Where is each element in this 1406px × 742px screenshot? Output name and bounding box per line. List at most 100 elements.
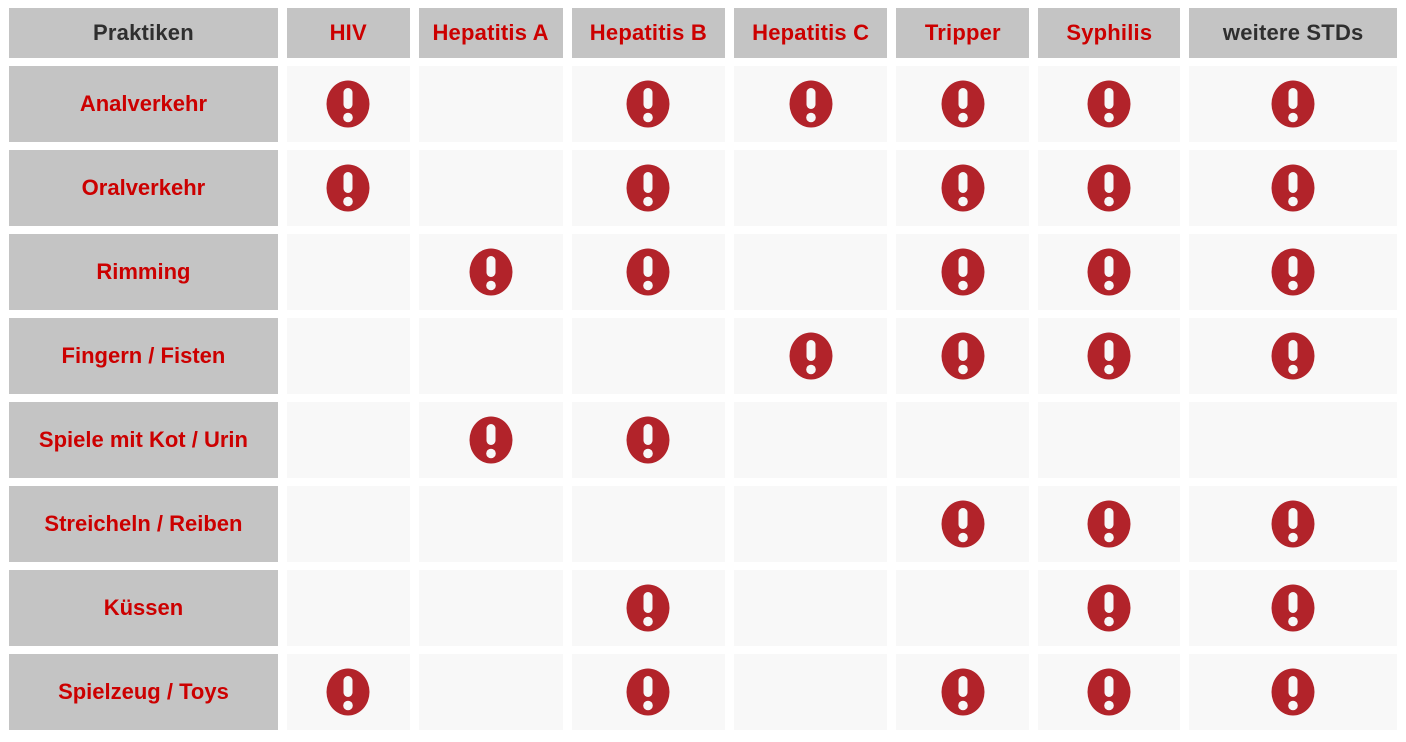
risk-cell — [734, 402, 888, 478]
table-row: Analverkehr — [9, 66, 1397, 142]
risk-cell — [1038, 570, 1181, 646]
risk-cell — [286, 402, 410, 478]
risk-cell — [896, 570, 1030, 646]
risk-cell — [418, 66, 563, 142]
risk-cell — [571, 66, 726, 142]
risk-cell — [1038, 150, 1181, 226]
risk-cell — [896, 66, 1030, 142]
table-row: Spielzeug / Toys — [9, 654, 1397, 730]
warning-exclamation-icon — [326, 80, 370, 128]
warning-exclamation-icon — [789, 332, 833, 380]
risk-cell — [1189, 486, 1397, 562]
risk-cell — [286, 654, 410, 730]
column-header-hiv: HIV — [286, 8, 410, 58]
row-label-spielzeug-toys: Spielzeug / Toys — [9, 654, 278, 730]
warning-exclamation-icon — [626, 80, 670, 128]
risk-cell — [571, 150, 726, 226]
risk-cell — [286, 486, 410, 562]
risk-cell — [1038, 654, 1181, 730]
risk-cell — [1038, 234, 1181, 310]
warning-exclamation-icon — [469, 416, 513, 464]
risk-cell — [571, 654, 726, 730]
warning-exclamation-icon — [1087, 332, 1131, 380]
risk-cell — [1189, 654, 1397, 730]
risk-cell — [418, 318, 563, 394]
warning-exclamation-icon — [941, 332, 985, 380]
table-row: Küssen — [9, 570, 1397, 646]
row-label-oralverkehr: Oralverkehr — [9, 150, 278, 226]
risk-cell — [418, 570, 563, 646]
warning-exclamation-icon — [1271, 332, 1315, 380]
risk-cell — [1189, 66, 1397, 142]
risk-cell — [734, 66, 888, 142]
risk-cell — [1038, 486, 1181, 562]
column-header-syphilis: Syphilis — [1038, 8, 1181, 58]
risk-cell — [896, 318, 1030, 394]
risk-cell — [734, 234, 888, 310]
table-row: Rimming — [9, 234, 1397, 310]
table-header: Praktiken HIV Hepatitis A Hepatitis B Hepati… — [9, 8, 1397, 58]
risk-cell — [418, 150, 563, 226]
warning-exclamation-icon — [626, 668, 670, 716]
row-label-rimming: Rimming — [9, 234, 278, 310]
risk-cell — [1189, 570, 1397, 646]
row-label-streicheln-reiben: Streicheln / Reiben — [9, 486, 278, 562]
header-row: Praktiken HIV Hepatitis A Hepatitis B Hepati… — [9, 8, 1397, 58]
table-row: Fingern / Fisten — [9, 318, 1397, 394]
warning-exclamation-icon — [469, 248, 513, 296]
risk-cell — [571, 486, 726, 562]
risk-cell — [1038, 402, 1181, 478]
warning-exclamation-icon — [626, 248, 670, 296]
risk-cell — [571, 570, 726, 646]
table-body: Analverkehr Oralverkehr Rimming Fingern / F… — [9, 66, 1397, 730]
row-label-fingern-fisten: Fingern / Fisten — [9, 318, 278, 394]
risk-cell — [286, 234, 410, 310]
warning-exclamation-icon — [941, 668, 985, 716]
column-header-hepatitis-b: Hepatitis B — [571, 8, 726, 58]
risk-cell — [571, 318, 726, 394]
risk-cell — [896, 402, 1030, 478]
risk-cell — [734, 150, 888, 226]
risk-cell — [286, 570, 410, 646]
warning-exclamation-icon — [1087, 668, 1131, 716]
warning-exclamation-icon — [326, 164, 370, 212]
warning-exclamation-icon — [941, 248, 985, 296]
risk-cell — [286, 318, 410, 394]
risk-cell — [418, 654, 563, 730]
warning-exclamation-icon — [626, 584, 670, 632]
column-header-praktiken: Praktiken — [9, 8, 278, 58]
risk-cell — [571, 402, 726, 478]
column-header-tripper: Tripper — [896, 8, 1030, 58]
risk-cell — [734, 570, 888, 646]
warning-exclamation-icon — [1271, 668, 1315, 716]
warning-exclamation-icon — [1271, 584, 1315, 632]
warning-exclamation-icon — [326, 668, 370, 716]
risk-cell — [896, 150, 1030, 226]
risk-cell — [896, 654, 1030, 730]
warning-exclamation-icon — [626, 416, 670, 464]
table-row: Spiele mit Kot / Urin — [9, 402, 1397, 478]
warning-exclamation-icon — [941, 164, 985, 212]
warning-exclamation-icon — [1271, 248, 1315, 296]
row-label-k-ssen: Küssen — [9, 570, 278, 646]
warning-exclamation-icon — [1087, 80, 1131, 128]
risk-cell — [1038, 318, 1181, 394]
risk-cell — [1189, 234, 1397, 310]
row-label-analverkehr: Analverkehr — [9, 66, 278, 142]
risk-cell — [418, 234, 563, 310]
risk-cell — [896, 234, 1030, 310]
warning-exclamation-icon — [941, 500, 985, 548]
row-label-spiele-mit-kot-urin: Spiele mit Kot / Urin — [9, 402, 278, 478]
warning-exclamation-icon — [1087, 584, 1131, 632]
warning-exclamation-icon — [1087, 500, 1131, 548]
column-header-hepatitis-c: Hepatitis C — [734, 8, 888, 58]
risk-cell — [571, 234, 726, 310]
risk-cell — [418, 486, 563, 562]
risk-cell — [1189, 402, 1397, 478]
table-row: Oralverkehr — [9, 150, 1397, 226]
risk-cell — [896, 486, 1030, 562]
warning-exclamation-icon — [1271, 500, 1315, 548]
risk-cell — [1038, 66, 1181, 142]
warning-exclamation-icon — [1087, 248, 1131, 296]
